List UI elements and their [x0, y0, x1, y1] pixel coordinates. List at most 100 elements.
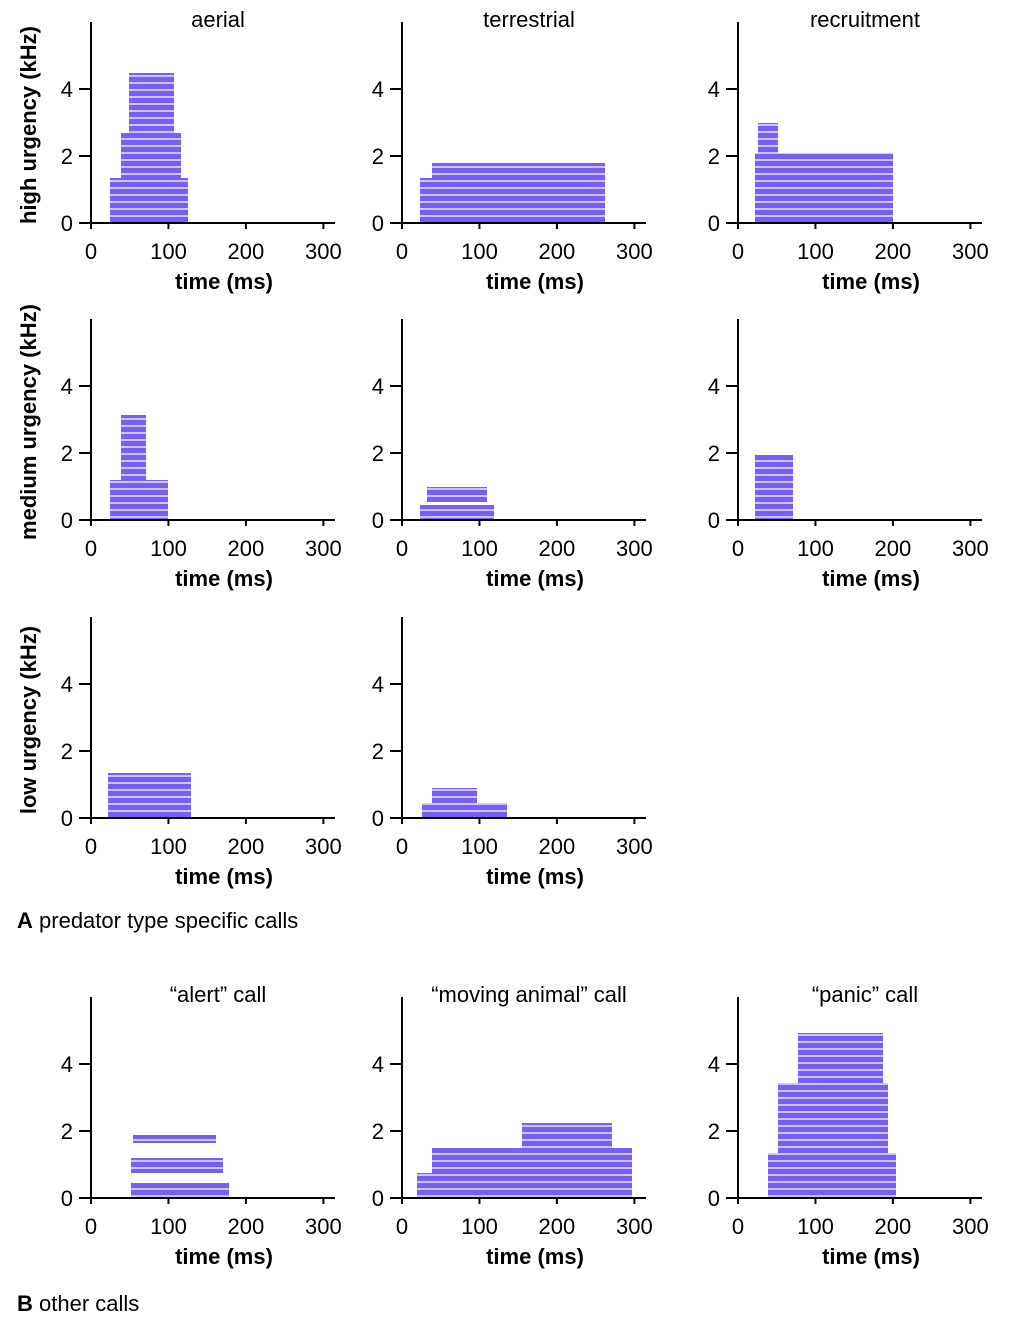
- x-tick-label: 0: [396, 834, 408, 859]
- x-tick-label: 200: [875, 1214, 912, 1239]
- section-letter: B: [17, 1291, 33, 1316]
- x-tick-label: 200: [228, 1214, 265, 1239]
- x-tick-label: 100: [461, 536, 498, 561]
- x-axis-label: time (ms): [175, 864, 273, 889]
- x-tick-label: 100: [461, 239, 498, 264]
- x-tick-label: 0: [85, 834, 97, 859]
- y-tick-label: 4: [708, 77, 720, 102]
- x-tick-label: 200: [539, 239, 576, 264]
- x-tick-label: 200: [539, 536, 576, 561]
- y-tick-label: 0: [708, 508, 720, 533]
- x-axis-label: time (ms): [822, 269, 920, 294]
- section-label: A predator type specific calls: [17, 908, 298, 933]
- x-axis-label: time (ms): [486, 1244, 584, 1269]
- y-tick-label: 2: [372, 739, 384, 764]
- x-tick-label: 100: [150, 834, 187, 859]
- y-tick-label: 0: [372, 211, 384, 236]
- spectrogram-band: [121, 415, 146, 480]
- x-axis-label: time (ms): [486, 566, 584, 591]
- x-tick-label: 100: [150, 239, 187, 264]
- x-tick-label: 100: [150, 536, 187, 561]
- spectrogram-band: [755, 455, 793, 520]
- y-tick-label: 2: [372, 1119, 384, 1144]
- x-tick-label: 100: [797, 536, 834, 561]
- x-tick-label: 200: [539, 1214, 576, 1239]
- panel-title: “panic” call: [812, 982, 918, 1007]
- spectrogram-band: [420, 178, 605, 223]
- x-axis-label: time (ms): [486, 864, 584, 889]
- x-tick-label: 300: [952, 239, 989, 264]
- spectrogram-band: [422, 803, 507, 818]
- spectrogram-band: [768, 1153, 896, 1198]
- spectrogram-band: [420, 505, 494, 520]
- y-tick-label: 2: [61, 1119, 73, 1144]
- x-tick-label: 100: [461, 834, 498, 859]
- x-axis-label: time (ms): [175, 269, 273, 294]
- y-tick-label: 0: [372, 508, 384, 533]
- y-tick-label: 2: [372, 144, 384, 169]
- section-caption: other calls: [39, 1291, 139, 1316]
- x-tick-label: 200: [228, 536, 265, 561]
- x-axis-label: time (ms): [175, 1244, 273, 1269]
- x-tick-label: 100: [797, 239, 834, 264]
- y-tick-label: 0: [372, 1186, 384, 1211]
- y-tick-label: 4: [61, 672, 73, 697]
- spectrogram-band: [798, 1033, 883, 1083]
- spectrogram-band: [131, 1158, 223, 1173]
- y-tick-label: 2: [61, 144, 73, 169]
- x-tick-label: 200: [228, 239, 265, 264]
- spectrogram-band: [432, 1148, 632, 1173]
- y-tick-label: 0: [61, 1186, 73, 1211]
- x-axis-label: time (ms): [486, 269, 584, 294]
- spectrogram-band: [110, 178, 188, 223]
- spectrogram-band: [133, 1135, 216, 1143]
- y-tick-label: 4: [372, 77, 384, 102]
- x-tick-label: 300: [952, 536, 989, 561]
- y-tick-label: 4: [61, 374, 73, 399]
- spectrogram-band: [432, 163, 605, 178]
- x-axis-label: time (ms): [175, 566, 273, 591]
- spectrogram-band: [121, 133, 181, 178]
- x-tick-label: 0: [396, 536, 408, 561]
- y-tick-label: 0: [61, 806, 73, 831]
- x-tick-label: 0: [396, 239, 408, 264]
- x-tick-label: 200: [875, 239, 912, 264]
- x-tick-label: 300: [305, 536, 342, 561]
- x-tick-label: 300: [616, 1214, 653, 1239]
- spectrogram-band: [427, 487, 487, 502]
- y-tick-label: 0: [372, 806, 384, 831]
- spectrogram-band: [108, 773, 191, 818]
- spectrogram-band: [758, 123, 778, 153]
- x-tick-label: 0: [732, 1214, 744, 1239]
- spectrogram-band: [417, 1173, 632, 1198]
- y-tick-label: 0: [708, 1186, 720, 1211]
- spectrogram-band: [110, 480, 168, 520]
- y-tick-label: 0: [61, 508, 73, 533]
- x-tick-label: 100: [797, 1214, 834, 1239]
- y-axis-label: high urgency (kHz): [16, 26, 41, 224]
- x-tick-label: 0: [732, 239, 744, 264]
- y-tick-label: 4: [372, 1052, 384, 1077]
- panel-title: aerial: [191, 7, 245, 32]
- panel-title: terrestrial: [483, 7, 575, 32]
- x-tick-label: 0: [396, 1214, 408, 1239]
- spectrogram-band: [129, 73, 174, 133]
- x-tick-label: 100: [461, 1214, 498, 1239]
- x-tick-label: 300: [305, 239, 342, 264]
- y-tick-label: 4: [61, 77, 73, 102]
- y-axis-label: medium urgency (kHz): [16, 304, 41, 540]
- y-tick-label: 2: [372, 441, 384, 466]
- x-tick-label: 100: [150, 1214, 187, 1239]
- x-tick-label: 300: [952, 1214, 989, 1239]
- y-tick-label: 4: [372, 374, 384, 399]
- x-tick-label: 300: [616, 239, 653, 264]
- x-tick-label: 0: [85, 1214, 97, 1239]
- spectrogram-band: [755, 153, 893, 183]
- x-tick-label: 200: [228, 834, 265, 859]
- y-tick-label: 2: [708, 1119, 720, 1144]
- x-axis-label: time (ms): [822, 1244, 920, 1269]
- spectrogram-band: [131, 1183, 229, 1198]
- x-tick-label: 200: [539, 834, 576, 859]
